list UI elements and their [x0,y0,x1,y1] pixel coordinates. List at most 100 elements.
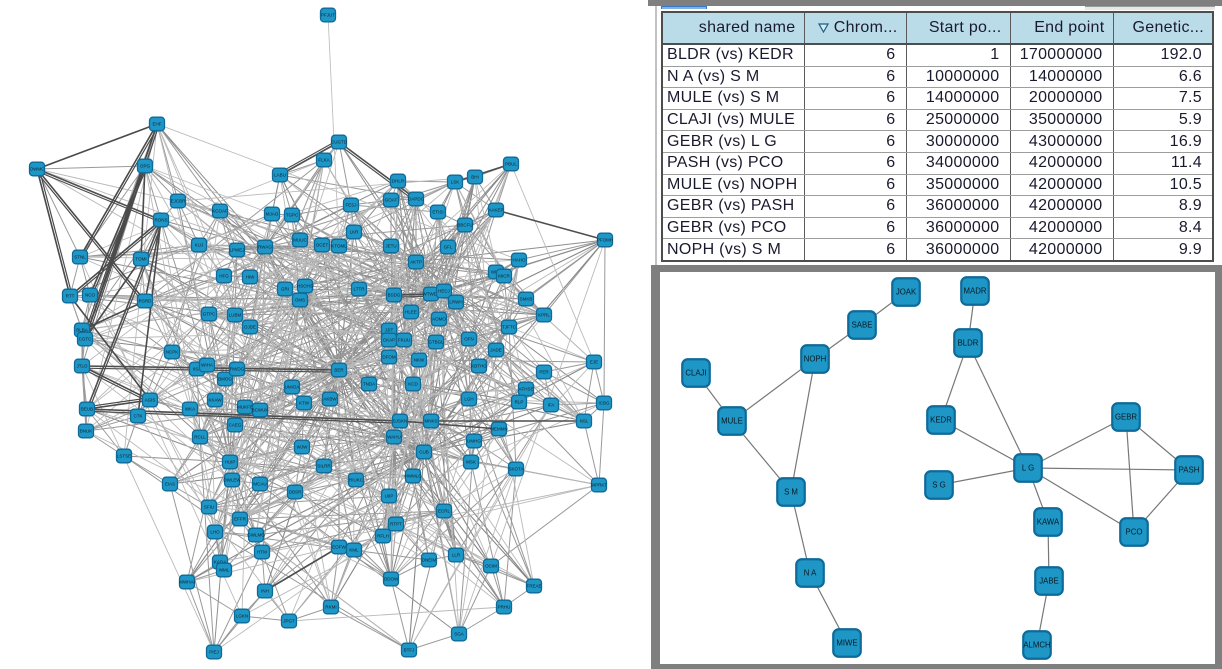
svg-text:WAHU: WAHU [387,435,401,440]
svg-text:JADE: JADE [490,348,502,353]
svg-text:KADA: KADA [214,560,226,565]
svg-text:TOMI: TOMI [135,257,146,262]
svg-text:PCO: PCO [1126,528,1143,537]
svg-text:PBUL: PBUL [505,162,517,167]
svg-text:KPRL: KPRL [538,313,550,318]
svg-text:WML: WML [219,568,230,573]
svg-text:AOMO: AOMO [432,317,446,322]
svg-text:AFHSE: AFHSE [518,387,533,392]
svg-text:INH: INH [261,589,269,594]
svg-text:CKAP: CKAP [383,338,395,343]
svg-text:ALMCH: ALMCH [1023,641,1050,650]
svg-text:AGIS: AGIS [145,398,156,403]
svg-text:CUB: CUB [419,450,429,455]
svg-text:WKA: WKA [185,407,195,412]
svg-text:BSDG: BSDG [388,293,401,298]
svg-text:LRWH: LRWH [449,300,462,305]
svg-text:EJCBR: EJCBR [171,199,187,204]
svg-text:MSK: MSK [466,460,476,465]
svg-text:LHO: LHO [210,530,220,535]
svg-text:ETISI: ETISI [432,210,443,215]
svg-text:DWLEW: DWLEW [223,478,241,483]
svg-text:GFL: GFL [444,245,453,250]
svg-text:NKW: NKW [414,358,425,363]
svg-text:IFA: IFA [548,403,555,408]
svg-text:MUKFB: MUKFB [237,405,253,410]
svg-text:LLR: LLR [452,553,461,558]
svg-text:RWDG: RWDG [230,367,245,372]
svg-text:LKR: LKR [350,230,360,235]
svg-text:RWAG: RWAG [258,245,272,250]
svg-text:IISA: IISA [193,367,202,372]
svg-text:TGPC: TGPC [286,213,299,218]
svg-text:PFOMH: PFOMH [597,238,613,243]
svg-text:MICR: MICR [498,274,510,279]
svg-text:CGTC: CGTC [79,337,92,342]
svg-text:RTPT: RTPT [390,522,402,527]
svg-text:KUJ: KUJ [195,243,204,248]
svg-text:SABE: SABE [852,321,873,330]
svg-text:MEMMN: MEMMN [490,427,508,432]
svg-text:RONS: RONS [154,218,167,223]
svg-text:WIHA: WIHA [201,363,213,368]
svg-text:TNDA: TNDA [363,382,375,387]
svg-text:LUBM: LUBM [229,313,242,318]
svg-text:NSL: NSL [580,419,589,424]
svg-text:KTOML: KTOML [331,244,347,249]
svg-text:HWMLC: HWMLC [405,474,423,479]
svg-text:EJE: EJE [590,360,598,365]
svg-text:UIIP: UIIP [385,494,394,499]
svg-text:RTT: RTT [66,294,75,299]
svg-text:SFIU: SFIU [204,505,214,510]
svg-text:SMKB: SMKB [520,297,533,302]
svg-text:KML: KML [349,548,359,553]
svg-text:RLP: RLP [515,400,524,405]
svg-text:LGKN: LGKN [236,614,248,619]
svg-text:BHI: BHI [471,175,479,180]
svg-text:HECJ: HECJ [438,289,450,294]
svg-text:GWLMO: GWLMO [247,533,265,538]
svg-text:GTPC: GTPC [203,312,216,317]
svg-text:GOAT: GOAT [385,198,398,203]
svg-text:AAKEP: AAKEP [488,208,503,213]
svg-text:WJW: WJW [297,445,308,450]
svg-text:PASH: PASH [1179,466,1200,475]
svg-text:BBCFU: BBCFU [457,223,472,228]
svg-text:PIEJ: PIEJ [209,650,219,655]
svg-text:HTM: HTM [257,550,267,555]
svg-text:BCWUK: BCWUK [252,408,269,413]
svg-text:LSTSE: LSTSE [117,454,131,459]
svg-text:LSK: LSK [451,180,460,185]
svg-text:CUGTD: CUGTD [331,140,348,145]
svg-text:BER: BER [334,368,344,373]
svg-text:OWMC: OWMC [30,167,45,172]
svg-text:BEUB: BEUB [81,407,93,412]
svg-text:KCD: KCD [408,382,418,387]
svg-text:BMOG: BMOG [218,377,232,382]
svg-text:OPG: OPG [140,164,151,169]
svg-text:KTW: KTW [299,401,310,406]
svg-text:HLEE: HLEE [405,310,417,315]
svg-text:OMS: OMS [295,298,305,303]
svg-text:RSRD: RSRD [139,299,153,304]
svg-text:DFOM: DFOM [382,355,395,360]
svg-text:JTLO: JTLO [76,364,88,369]
svg-text:NCPK: NCPK [166,350,179,355]
svg-text:EFFR: EFFR [234,517,246,522]
svg-text:MNKS: MNKS [424,419,437,424]
svg-text:BTFJ: BTFJ [404,648,415,653]
svg-text:UMIOA: UMIOA [285,385,300,390]
svg-text:LPWEJ: LPWEJ [229,248,244,253]
svg-text:RFLH: RFLH [377,534,389,539]
svg-text:KKAW: KKAW [208,398,222,403]
svg-text:HUIP: HUIP [225,460,236,465]
svg-text:BNUK: BNUK [80,429,93,434]
svg-text:MUUC: MUUC [293,238,307,243]
svg-text:DHLR: DHLR [392,179,405,184]
svg-text:HIW: HIW [246,275,256,280]
svg-text:NCO: NCO [85,293,95,298]
svg-text:LABU: LABU [274,173,286,178]
svg-text:ECRL: ECRL [438,509,451,514]
svg-text:FKUU: FKUU [398,338,410,343]
svg-text:EIAS: EIAS [165,482,175,487]
